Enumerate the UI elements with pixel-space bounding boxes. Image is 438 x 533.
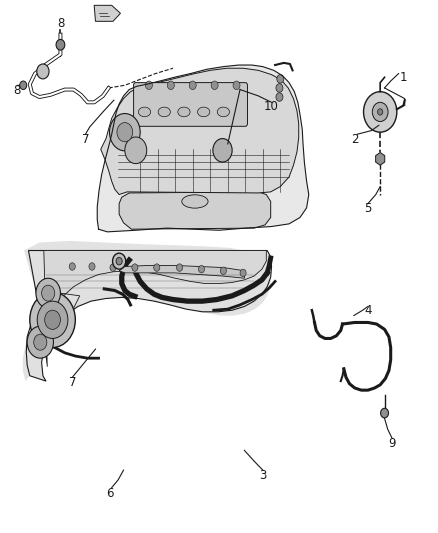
Circle shape	[20, 81, 27, 90]
Ellipse shape	[182, 195, 208, 208]
Circle shape	[42, 285, 55, 301]
Circle shape	[56, 39, 65, 50]
Ellipse shape	[217, 107, 230, 117]
Circle shape	[177, 264, 183, 271]
Circle shape	[37, 301, 68, 338]
Circle shape	[211, 81, 218, 90]
Circle shape	[34, 334, 47, 350]
Text: 1: 1	[399, 71, 407, 84]
Ellipse shape	[198, 107, 210, 117]
Polygon shape	[101, 68, 299, 195]
Text: 4: 4	[364, 304, 372, 317]
Circle shape	[277, 75, 284, 83]
Circle shape	[125, 137, 147, 164]
Circle shape	[36, 278, 60, 308]
Ellipse shape	[158, 107, 170, 117]
Text: 2: 2	[351, 133, 359, 146]
Circle shape	[189, 81, 196, 90]
Circle shape	[89, 263, 95, 270]
Circle shape	[45, 310, 60, 329]
Polygon shape	[94, 5, 120, 21]
Circle shape	[27, 326, 53, 358]
Circle shape	[220, 267, 226, 274]
Polygon shape	[44, 251, 266, 367]
Text: 7: 7	[81, 133, 89, 146]
Circle shape	[110, 264, 116, 271]
Text: 6: 6	[106, 487, 113, 499]
Circle shape	[116, 257, 122, 265]
Circle shape	[276, 84, 283, 92]
Circle shape	[69, 263, 75, 270]
Circle shape	[364, 92, 397, 132]
Polygon shape	[97, 65, 309, 232]
Text: 3: 3	[259, 469, 266, 482]
Circle shape	[110, 114, 140, 151]
Text: 8: 8	[57, 18, 64, 30]
Polygon shape	[119, 192, 271, 229]
Polygon shape	[119, 265, 244, 278]
Circle shape	[37, 64, 49, 79]
Circle shape	[132, 264, 138, 271]
Polygon shape	[23, 241, 271, 381]
Text: 8: 8	[13, 84, 20, 97]
Circle shape	[276, 93, 283, 101]
Circle shape	[30, 292, 75, 348]
Text: 5: 5	[364, 203, 371, 215]
Circle shape	[167, 81, 174, 90]
Ellipse shape	[178, 107, 190, 117]
Polygon shape	[26, 251, 272, 381]
Text: 10: 10	[264, 100, 279, 113]
Circle shape	[145, 81, 152, 90]
Ellipse shape	[138, 107, 151, 117]
Circle shape	[117, 123, 133, 142]
Circle shape	[378, 109, 383, 115]
Circle shape	[240, 269, 246, 277]
Circle shape	[154, 264, 160, 271]
Circle shape	[213, 139, 232, 162]
FancyBboxPatch shape	[134, 83, 247, 126]
Text: 9: 9	[388, 437, 396, 450]
Circle shape	[381, 408, 389, 418]
Circle shape	[233, 81, 240, 90]
Circle shape	[198, 265, 205, 273]
Text: 7: 7	[68, 376, 76, 389]
Circle shape	[372, 102, 388, 122]
Circle shape	[113, 253, 126, 269]
